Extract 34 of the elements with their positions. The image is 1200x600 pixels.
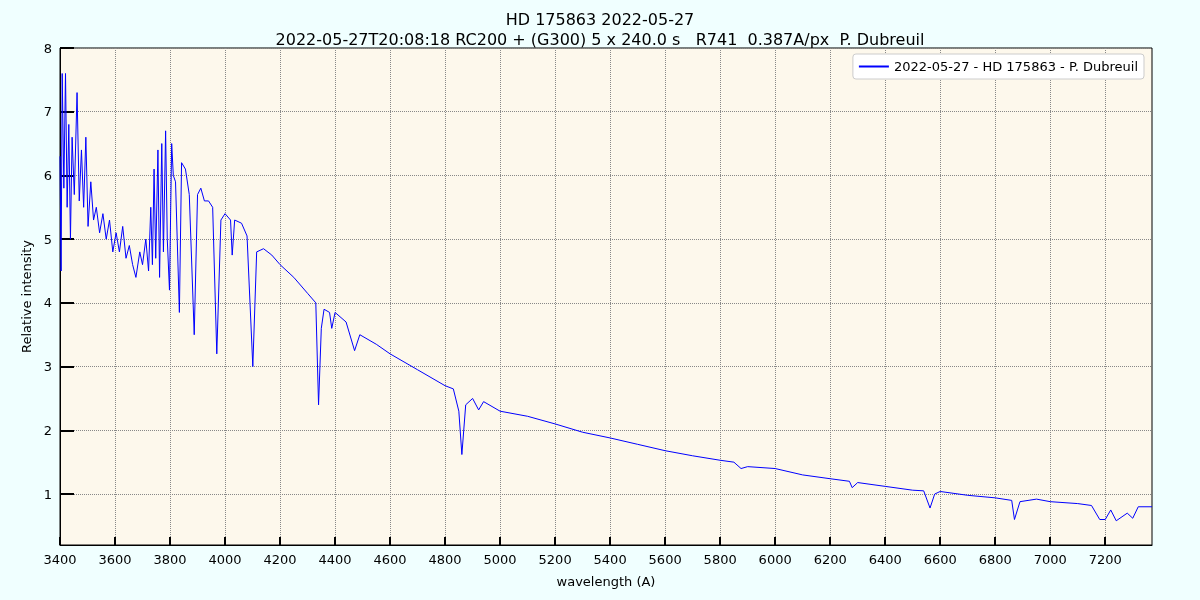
x-tick-label: 4000 bbox=[208, 552, 242, 567]
y-axis-title: Relative intensity bbox=[18, 239, 34, 353]
y-tick-label: 1 bbox=[43, 486, 52, 502]
x-tick-label: 7000 bbox=[1033, 552, 1067, 567]
y-tick-label: 2 bbox=[43, 422, 52, 438]
x-tick-label: 5200 bbox=[538, 552, 572, 567]
chart-subtitle: 2022-05-27T20:08:18 RC200 + (G300) 5 x 240.0 s R741 0.387A/px P. Dubreuil bbox=[275, 29, 925, 49]
y-tick-label: 6 bbox=[43, 167, 52, 183]
x-tick-label: 4400 bbox=[318, 552, 352, 567]
y-tick-label: 4 bbox=[43, 295, 52, 311]
x-tick-label: 6000 bbox=[758, 552, 792, 567]
x-tick-label: 5800 bbox=[703, 552, 737, 567]
x-tick-label: 5000 bbox=[483, 552, 517, 567]
x-tick-label: 6400 bbox=[868, 552, 902, 567]
y-tick-label: 5 bbox=[43, 231, 52, 247]
x-tick-label: 5600 bbox=[648, 552, 682, 567]
legend-label: 2022-05-27 - HD 175863 - P. Dubreuil bbox=[893, 59, 1138, 74]
y-tick-label: 7 bbox=[43, 104, 52, 120]
line-series bbox=[59, 72, 1153, 522]
x-axis-title: wavelength (A) bbox=[556, 574, 656, 589]
x-tick-label: 3600 bbox=[98, 552, 132, 567]
x-tick-label: 6800 bbox=[978, 552, 1012, 567]
x-tick-label: 7200 bbox=[1088, 552, 1122, 567]
x-tick-label: 4600 bbox=[373, 552, 407, 567]
x-tick-label: 3800 bbox=[153, 552, 187, 567]
x-tick-label: 6600 bbox=[923, 552, 957, 567]
x-tick-label: 5400 bbox=[593, 552, 627, 567]
x-tick-label: 6200 bbox=[813, 552, 847, 567]
y-tick-label: 3 bbox=[43, 359, 52, 375]
x-tick-label: 3400 bbox=[43, 552, 77, 567]
y-tick-label: 8 bbox=[43, 40, 52, 56]
x-tick-label: 4200 bbox=[263, 552, 297, 567]
x-tick-label: 4800 bbox=[428, 552, 462, 567]
chart-title: HD 175863 2022-05-27 bbox=[505, 9, 695, 29]
